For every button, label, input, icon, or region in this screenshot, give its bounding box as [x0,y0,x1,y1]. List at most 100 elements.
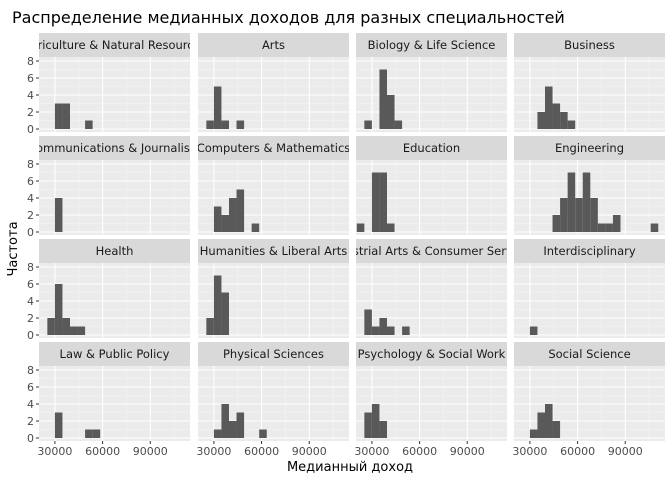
facet-label: Engineering [555,141,624,155]
facet-strip [356,239,507,263]
facet-label: Agriculture & Natural Resources [22,38,206,52]
y-tick-label: 4 [27,192,34,205]
histogram-bar [386,326,395,335]
y-tick-label: 6 [27,175,34,188]
x-axis-title: Медианный доход [287,460,413,475]
histogram-bar [356,223,365,232]
histogram-bar [213,206,222,232]
facet-label: Arts [262,38,285,52]
facet-label: Business [564,38,615,52]
histogram-bar [529,429,538,438]
histogram-bar [85,429,93,438]
facet-panel: Education [356,136,507,235]
histogram-bar [582,172,591,232]
facet-panel: Psychology & Social Work 30000 60000 90000 [354,342,507,458]
histogram-bar [62,318,70,335]
histogram-bar [544,404,553,438]
histogram-bar [213,86,222,129]
facet-strip [356,136,507,160]
facet-strip [39,33,190,57]
histogram-bar [213,275,222,335]
histogram-bar [612,215,621,232]
histogram-bar [371,404,380,438]
facet-strip [198,33,349,57]
facet-panel: Engineering [514,136,665,235]
histogram-bar [54,198,63,232]
y-tick-label: 0 [27,123,34,136]
facet-panel: Social Science 30000 60000 90000 [512,342,665,458]
histogram-bar [221,404,229,438]
facet-label: Social Science [548,347,630,361]
y-tick-label: 6 [27,278,34,291]
histogram-bar [567,120,576,129]
histogram-bar [371,326,380,335]
facet-panel: Physical Sciences 30000 60000 90000 [196,342,349,458]
x-tick-label: 90000 [133,445,168,458]
histogram-bar [85,120,93,129]
y-tick-label: 2 [27,209,34,222]
histogram-bar [221,120,229,129]
facet-panel: Humanities & Liberal Arts [198,239,349,338]
y-tick-label: 6 [27,72,34,85]
facet-label: Interdisciplinary [543,244,636,258]
facet-panels: Agriculture & Natural Resources 0 2 4 6 8 Arts… [22,33,665,458]
facet-panel: Law & Public Policy 0 2 4 6 8 30000 60000 90000 [27,342,190,458]
facet-panel: Communications & Journalism 0 2 4 6 8 [27,136,190,239]
facet-label: Education [403,141,460,155]
histogram-bar [236,120,245,129]
histogram-bar [394,120,403,129]
facet-label: Computers & Mathematics [197,141,351,155]
histogram-bar [259,429,267,438]
y-tick-label: 8 [27,55,34,68]
histogram-bar [364,120,372,129]
histogram-bar [228,421,237,438]
x-tick-label: 30000 [196,445,231,458]
y-tick-label: 0 [27,432,34,445]
x-tick-label: 60000 [402,445,437,458]
histogram-bar [213,429,222,438]
histogram-bar [206,318,214,335]
facet-label: Biology & Life Science [368,38,496,52]
histogram-bar [364,412,372,438]
facet-panel: Arts [198,33,349,132]
y-tick-label: 2 [27,415,34,428]
histogram-bar [560,198,568,232]
histogram-bar [552,103,561,129]
histogram-bar [92,429,101,438]
x-tick-label: 90000 [450,445,485,458]
facet-strip [39,136,190,160]
x-tick-label: 90000 [292,445,327,458]
histogram-bar [386,95,395,129]
histogram-bar [544,86,553,129]
y-tick-label: 8 [27,364,34,377]
facet-panel: Industrial Arts & Consumer Services [328,239,536,338]
histogram-bar [575,198,583,232]
facet-strip [198,239,349,263]
y-tick-label: 6 [27,381,34,394]
y-tick-label: 2 [27,312,34,325]
histogram-bar [236,189,245,232]
facet-panel: Business [514,33,665,132]
histogram-bar [54,284,63,335]
histogram-bar [605,223,613,232]
histogram-bar [529,326,538,335]
y-tick-label: 4 [27,89,34,102]
facet-panel: Interdisciplinary [514,239,665,338]
histogram-bar [567,172,576,232]
facet-label: Industrial Arts & Consumer Services [328,244,536,258]
histogram-bar [236,412,245,438]
facet-strip [356,33,507,57]
histogram-bar [77,326,86,335]
histogram-bar [402,326,410,335]
histogram-bar [54,412,63,438]
facet-strip [356,342,507,366]
histogram-bar [221,215,229,232]
facet-strip [39,342,190,366]
histogram-bar [650,223,659,232]
facet-strip [198,136,349,160]
x-tick-label: 60000 [85,445,120,458]
x-tick-label: 90000 [608,445,643,458]
facet-strip [39,239,190,263]
facet-strip [514,33,665,57]
